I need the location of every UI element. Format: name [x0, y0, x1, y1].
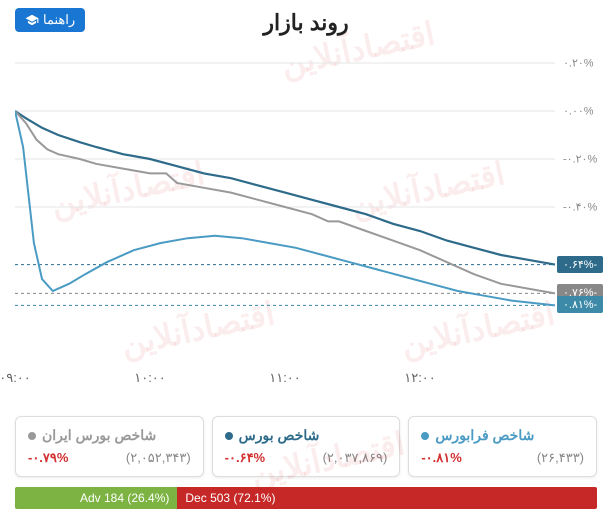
market-trend-chart	[15, 51, 605, 381]
guide-label: راهنما	[43, 12, 75, 28]
guide-button[interactable]: راهنما	[15, 8, 85, 32]
x-axis-label: ۱۱:۰۰	[269, 370, 301, 386]
x-axis-label: ۰۹:۰۰	[0, 370, 31, 386]
legend-title: شاخص فرابورس	[421, 427, 584, 444]
declining-bar: Dec 503 (72.1%)	[177, 487, 597, 509]
y-axis-label: -۰.۲۰%	[563, 153, 597, 166]
chart-area: ۰.۲۰%۰.۰۰%-۰.۲۰%-۰.۴۰%۰۹:۰۰۱۰:۰۰۱۱:۰۰۱۲:…	[15, 51, 597, 381]
header: روند بازار راهنما	[0, 0, 612, 51]
legend-value: (۲۶,۴۳۳)	[537, 450, 584, 466]
legend-card[interactable]: شاخص فرابورس -۰.۸۱% (۲۶,۴۳۳)	[408, 416, 597, 477]
legend-change: -۰.۷۹%	[28, 450, 68, 466]
y-axis-label: -۰.۴۰%	[563, 201, 597, 214]
legend-row: شاخص بورس ایران -۰.۷۹% (۲,۰۵۲,۳۴۳) شاخص …	[15, 416, 597, 477]
legend-value: (۲,۰۵۲,۳۴۳)	[126, 450, 191, 466]
legend-title: شاخص بورس ایران	[28, 427, 191, 444]
legend-dot-icon	[421, 432, 429, 440]
x-axis-label: ۱۰:۰۰	[134, 370, 166, 386]
graduation-cap-icon	[25, 13, 39, 27]
advance-decline-bar: Dec 503 (72.1%) Adv 184 (26.4%)	[15, 487, 597, 509]
legend-change: -۰.۶۴%	[225, 450, 265, 466]
legend-dot-icon	[225, 432, 233, 440]
y-axis-label: ۰.۰۰%	[563, 105, 594, 118]
x-axis-label: ۱۲:۰۰	[404, 370, 436, 386]
legend-title: شاخص بورس	[225, 427, 388, 444]
series-end-badge: ۰.۶۴%-	[557, 256, 603, 273]
y-axis-label: ۰.۲۰%	[563, 57, 594, 70]
legend-card[interactable]: شاخص بورس -۰.۶۴% (۲,۰۳۷,۸۶۹)	[212, 416, 401, 477]
legend-value: (۲,۰۳۷,۸۶۹)	[323, 450, 388, 466]
advancing-bar: Adv 184 (26.4%)	[15, 487, 177, 509]
legend-dot-icon	[28, 432, 36, 440]
series-end-badge: ۰.۸۱%-	[557, 296, 603, 313]
page-title: روند بازار	[263, 10, 348, 36]
legend-change: -۰.۸۱%	[421, 450, 461, 466]
legend-card[interactable]: شاخص بورس ایران -۰.۷۹% (۲,۰۵۲,۳۴۳)	[15, 416, 204, 477]
